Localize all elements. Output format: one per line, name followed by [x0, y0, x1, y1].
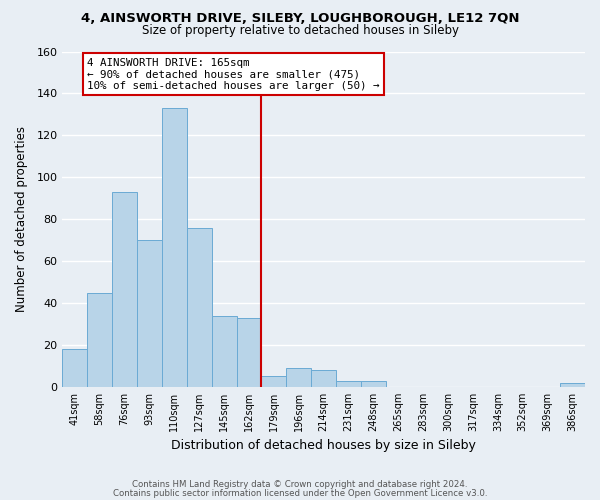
Bar	[262, 376, 286, 387]
Bar	[361, 380, 386, 387]
Bar	[336, 380, 361, 387]
Y-axis label: Number of detached properties: Number of detached properties	[15, 126, 28, 312]
X-axis label: Distribution of detached houses by size in Sileby: Distribution of detached houses by size …	[171, 440, 476, 452]
Bar	[236, 318, 262, 387]
Bar	[560, 382, 585, 387]
Text: Contains public sector information licensed under the Open Government Licence v3: Contains public sector information licen…	[113, 488, 487, 498]
Bar	[162, 108, 187, 387]
Bar	[311, 370, 336, 387]
Text: 4 AINSWORTH DRIVE: 165sqm
← 90% of detached houses are smaller (475)
10% of semi: 4 AINSWORTH DRIVE: 165sqm ← 90% of detac…	[87, 58, 380, 91]
Bar	[112, 192, 137, 387]
Bar	[62, 349, 87, 387]
Bar	[137, 240, 162, 387]
Bar	[187, 228, 212, 387]
Bar	[286, 368, 311, 387]
Bar	[87, 292, 112, 387]
Text: Size of property relative to detached houses in Sileby: Size of property relative to detached ho…	[142, 24, 458, 37]
Bar	[212, 316, 236, 387]
Text: 4, AINSWORTH DRIVE, SILEBY, LOUGHBOROUGH, LE12 7QN: 4, AINSWORTH DRIVE, SILEBY, LOUGHBOROUGH…	[81, 12, 519, 26]
Text: Contains HM Land Registry data © Crown copyright and database right 2024.: Contains HM Land Registry data © Crown c…	[132, 480, 468, 489]
